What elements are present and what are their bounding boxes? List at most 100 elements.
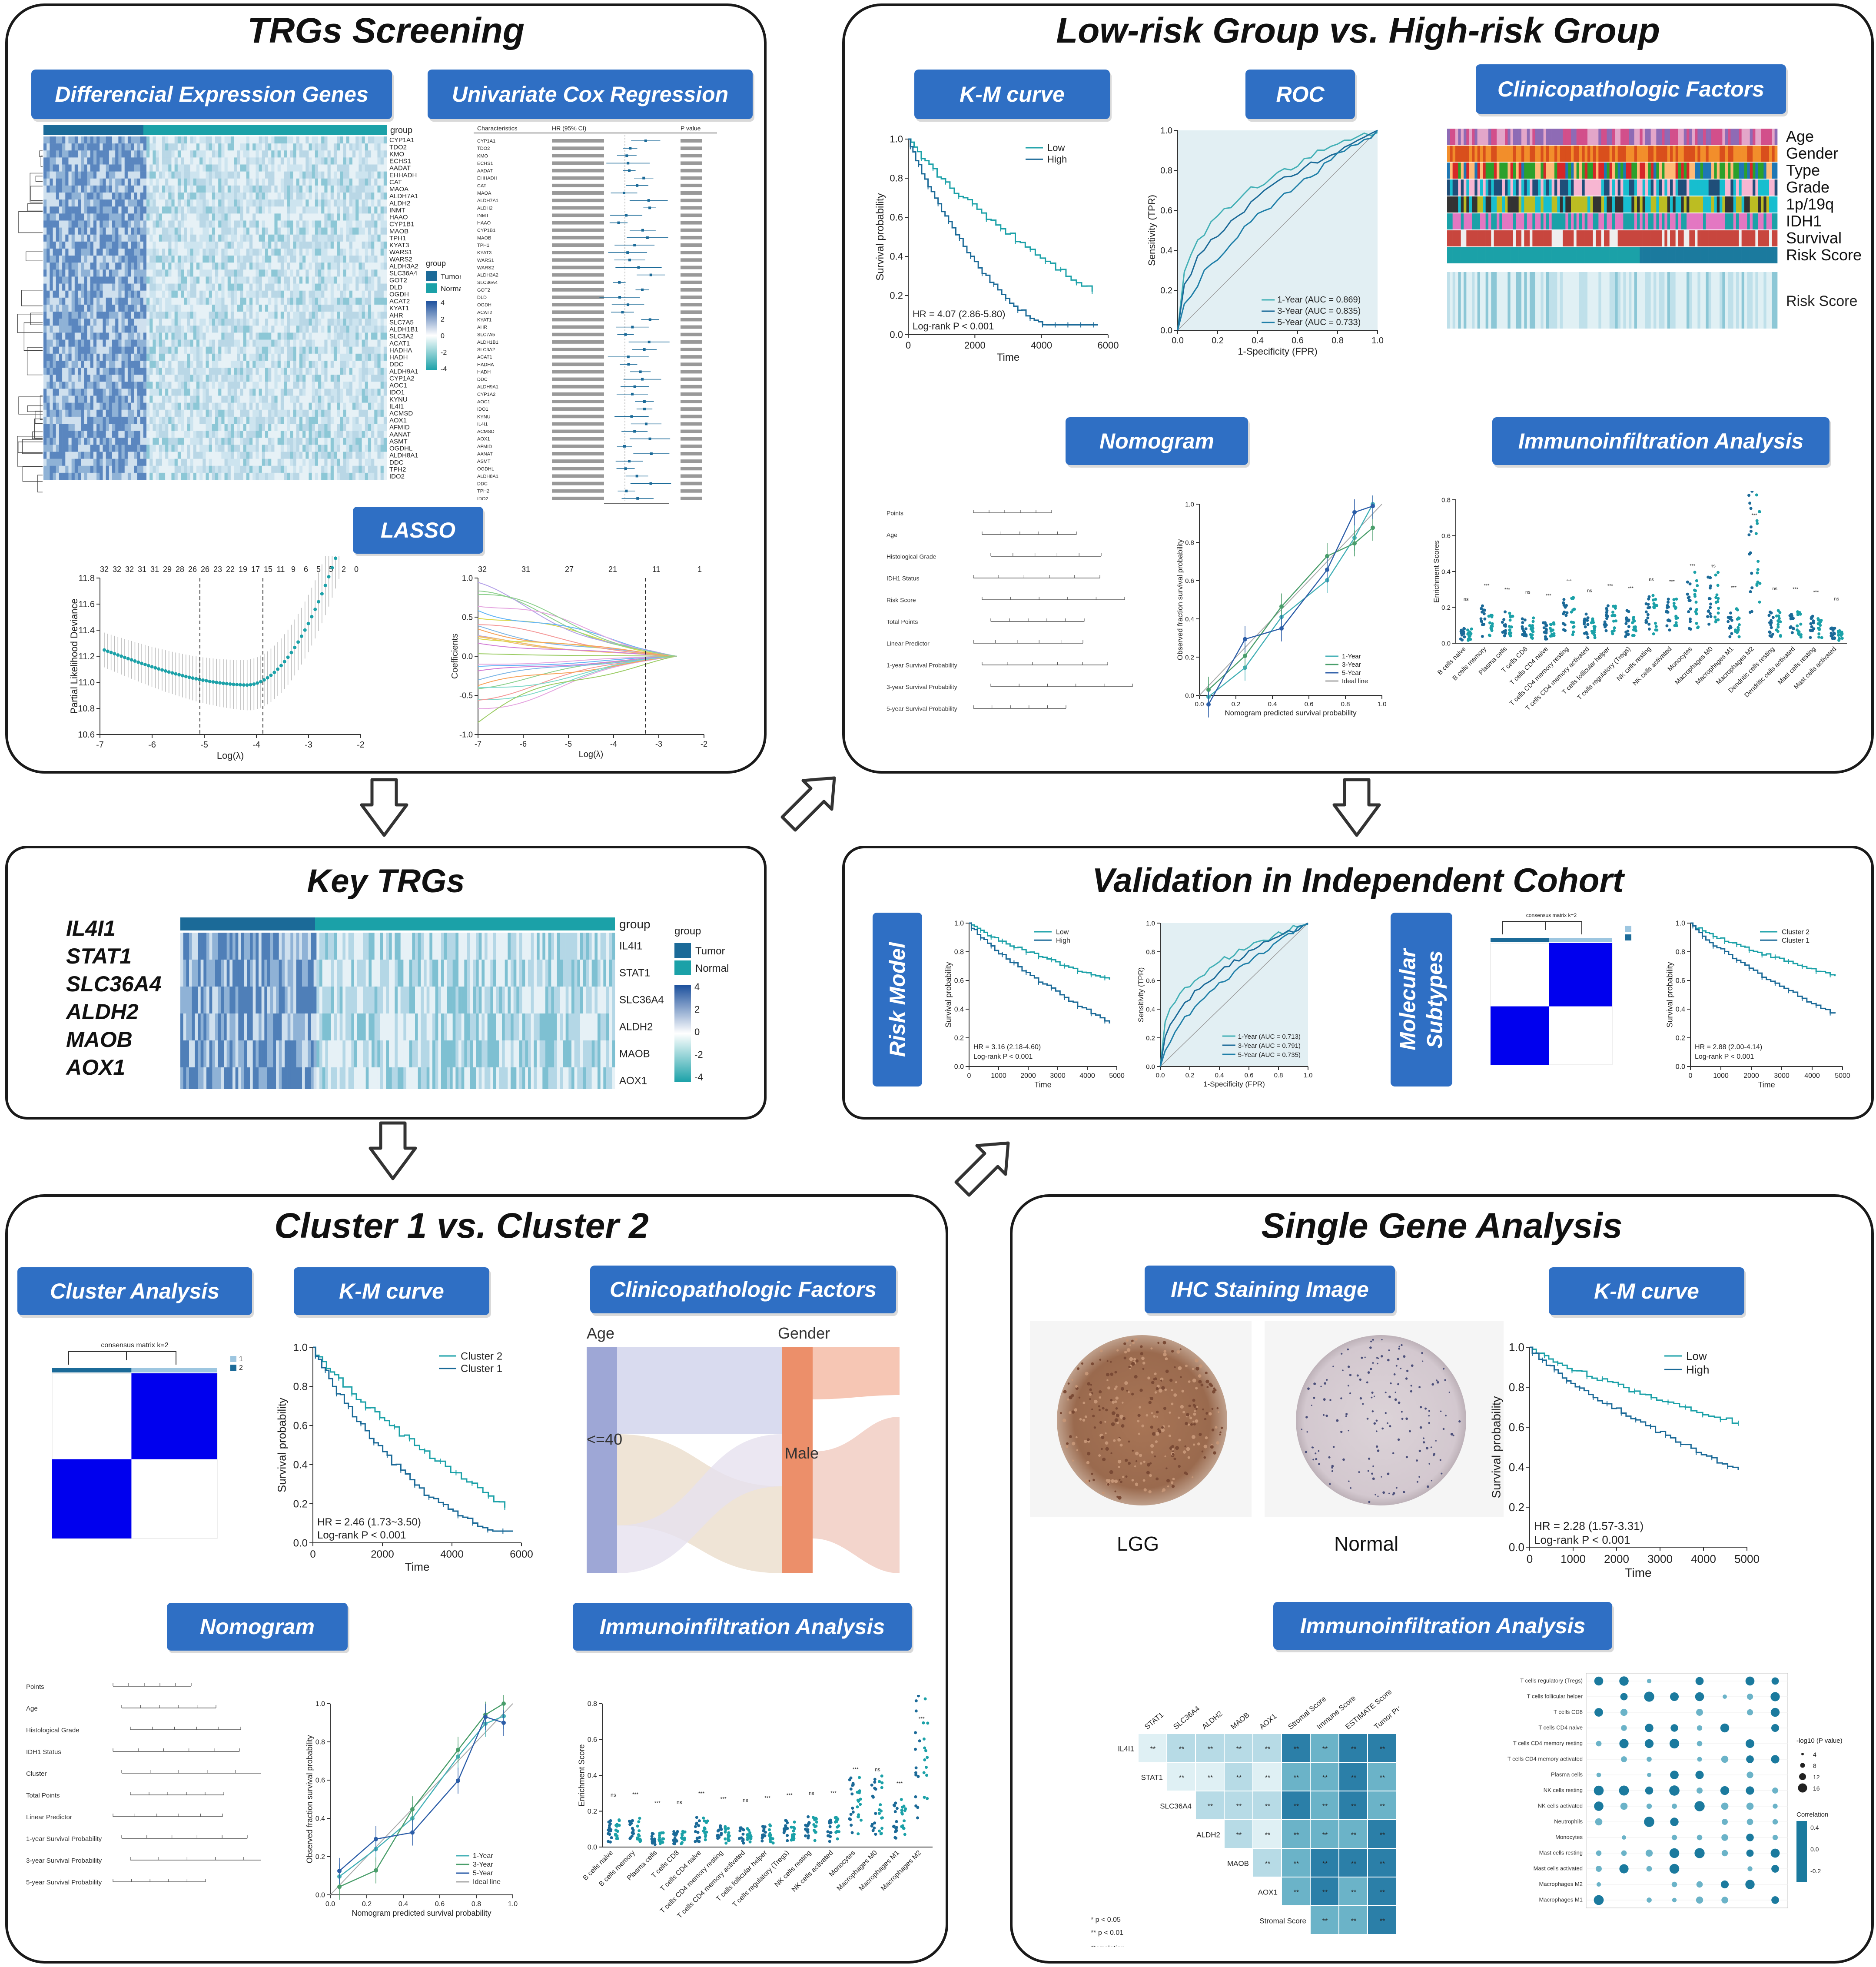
heat-cell (327, 256, 331, 263)
heat-cell (237, 143, 240, 151)
heat-cell (318, 290, 322, 298)
heat-cell (346, 276, 350, 284)
heat-cell (280, 290, 284, 298)
heat-cell (296, 248, 300, 256)
heat-cell (206, 164, 209, 172)
heat-cell (93, 262, 97, 270)
heat-cell (227, 276, 231, 284)
heat-cell (337, 353, 340, 361)
heat-cell (174, 136, 178, 144)
heat-cell (296, 389, 300, 396)
heat-cell (290, 319, 293, 326)
heat-cell (131, 157, 134, 165)
heat-cell (206, 353, 209, 361)
heat-cell (118, 150, 122, 158)
heat-cell (271, 346, 275, 354)
heat-cell (168, 185, 172, 193)
heat-cell (224, 360, 228, 368)
heat-cell (127, 150, 131, 158)
heat-cell (203, 353, 206, 361)
heat-cell (246, 234, 250, 242)
heat-cell (280, 206, 284, 214)
heat-cell (346, 220, 350, 228)
heat-cell (355, 262, 359, 270)
heat-cell (333, 143, 337, 151)
heat-cell (337, 185, 340, 193)
heat-cell (380, 368, 384, 375)
heat-cell (168, 360, 172, 368)
heat-cell (324, 213, 328, 221)
heat-cell (259, 332, 262, 340)
heat-cell (78, 234, 81, 242)
heat-cell (252, 213, 256, 221)
heat-cell (56, 213, 60, 221)
heat-cell (355, 438, 359, 445)
heat-cell (118, 353, 122, 361)
heat-cell (371, 312, 375, 319)
heat-cell (159, 164, 163, 172)
heat-cell (256, 332, 259, 340)
heat-cell (149, 395, 153, 403)
heat-cell (146, 346, 150, 354)
heat-cell (215, 319, 219, 326)
heat-cell (59, 409, 63, 417)
heat-cell (118, 409, 122, 417)
heat-cell (115, 178, 119, 186)
heat-cell (103, 150, 106, 158)
heat-cell (90, 248, 94, 256)
heat-cell (143, 353, 147, 361)
heat-cell (246, 319, 250, 326)
heat-cell (56, 178, 60, 186)
heat-cell (171, 431, 175, 438)
heat-cell (346, 150, 350, 158)
heat-cell (196, 213, 200, 221)
heat-cell (368, 256, 372, 263)
heat-cell (287, 438, 290, 445)
heat-cell (209, 312, 213, 319)
heat-cell (271, 276, 275, 284)
heat-cell (333, 213, 337, 221)
heat-cell (112, 297, 116, 305)
heat-cell (78, 227, 81, 235)
heat-cell (305, 192, 309, 200)
heat-cell (177, 382, 181, 389)
heat-cell (349, 304, 353, 312)
heat-cell (227, 339, 231, 347)
heat-cell (181, 297, 184, 305)
heat-cell (50, 220, 53, 228)
heat-cell (374, 227, 378, 235)
heat-cell (124, 206, 128, 214)
heat-cell (240, 382, 243, 389)
heat-cell (277, 256, 281, 263)
heat-cell (212, 283, 216, 291)
heat-cell (359, 402, 362, 410)
heat-cell (380, 445, 384, 452)
heat-cell (346, 332, 350, 340)
heat-cell (68, 206, 72, 214)
heat-cell (143, 150, 147, 158)
heat-cell (218, 227, 222, 235)
heat-cell (137, 395, 140, 403)
heat-cell (50, 283, 53, 291)
heat-cell (84, 192, 87, 200)
heat-cell (302, 353, 306, 361)
heat-cell (168, 353, 172, 361)
heat-cell (162, 171, 166, 179)
heat-cell (362, 283, 365, 291)
heat-cell (68, 389, 72, 396)
heat-cell (324, 276, 328, 284)
heat-cell (324, 262, 328, 270)
heat-cell (287, 164, 290, 172)
heat-cell (243, 312, 247, 319)
heat-cell (256, 312, 259, 319)
heat-cell (262, 290, 266, 298)
heat-cell (265, 143, 269, 151)
heat-cell (203, 409, 206, 417)
heat-cell (193, 192, 197, 200)
heat-cell (318, 360, 322, 368)
heat-cell (337, 312, 340, 319)
heat-cell (106, 283, 110, 291)
heat-cell (327, 234, 331, 242)
heat-cell (153, 409, 156, 417)
heat-cell (365, 178, 369, 186)
